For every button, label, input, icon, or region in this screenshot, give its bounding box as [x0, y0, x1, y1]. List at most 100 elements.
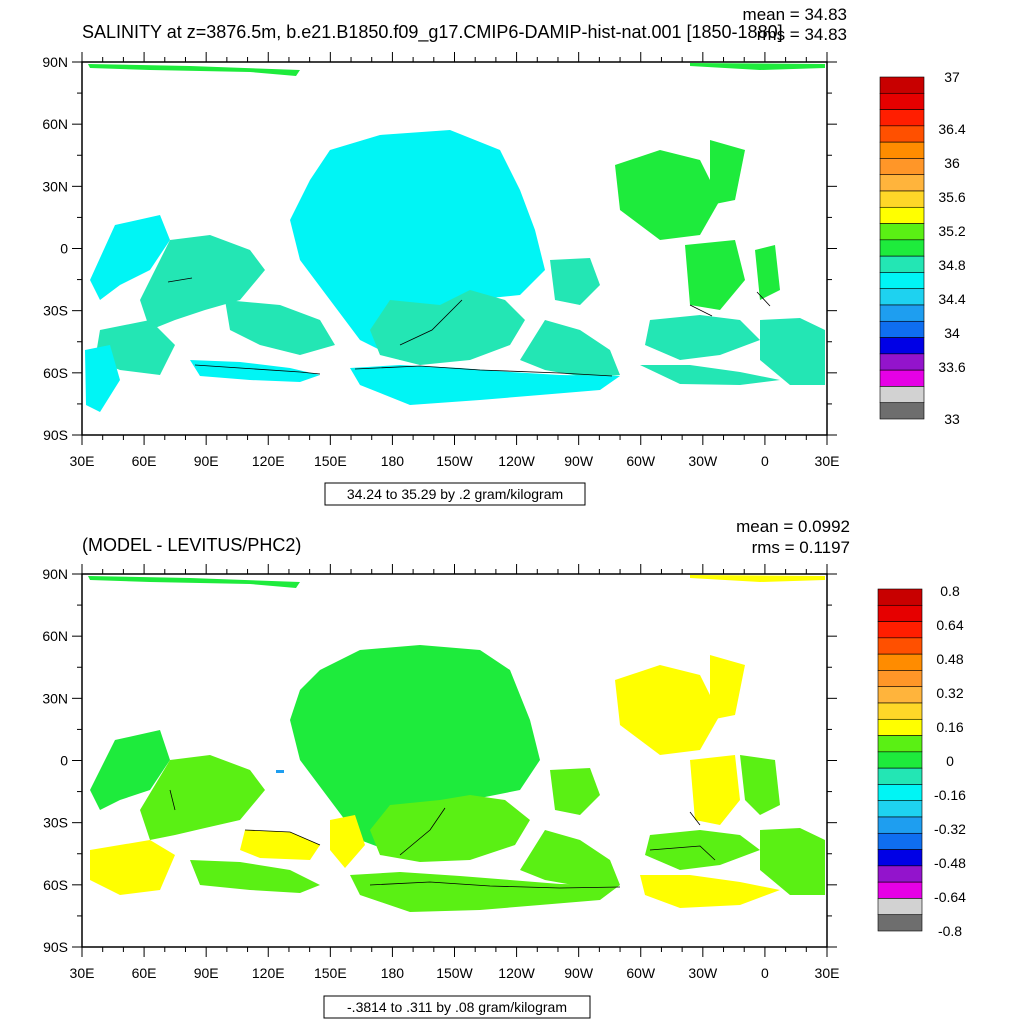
bottom-title: (MODEL - LEVITUS/PHC2) [82, 535, 301, 555]
bottom-colorbar-labels: 0.8 0.64 0.48 0.32 0.16 0 -0.16 -0.32 -0.48 -0.64… [934, 583, 966, 939]
colorbar-segment [877, 767, 923, 785]
top-colorbar-labels: 37 36.4 36 35.6 35.2 34.8 34.4 34 33.6 33 [938, 69, 965, 427]
lon-label: 60E [132, 453, 157, 469]
bottom-colorbar [877, 588, 923, 932]
colorbar-segment [879, 158, 925, 176]
colorbar-segment [879, 386, 925, 404]
lon-label: 120E [252, 965, 285, 981]
ocean-field-patch [350, 365, 620, 405]
colorbar-label: 37 [944, 69, 960, 85]
lon-label: 150E [314, 965, 347, 981]
lon-label: 90E [194, 453, 219, 469]
colorbar-segment [879, 174, 925, 192]
lon-label: 30E [815, 965, 840, 981]
lat-label: 30S [43, 815, 68, 831]
lon-label: 120E [252, 453, 285, 469]
lat-label: 0 [60, 753, 68, 769]
top-panel: SALINITY at z=3876.5m, b.e21.B1850.f09_g… [42, 5, 966, 506]
lat-label: 60N [42, 116, 68, 132]
colorbar-segment [879, 125, 925, 143]
colorbar-segment [877, 686, 923, 704]
lon-label: 120W [498, 965, 535, 981]
top-map-field [85, 63, 825, 412]
bottom-mean: mean = 0.0992 [736, 517, 850, 536]
ocean-field-patch [685, 240, 745, 310]
colorbar-segment [877, 702, 923, 720]
colorbar-segment [877, 881, 923, 899]
colorbar-segment [877, 670, 923, 688]
ocean-field-patch [350, 872, 620, 912]
ocean-field-patch [760, 318, 825, 385]
top-contours [167, 277, 771, 377]
colorbar-segment [877, 914, 923, 932]
colorbar-segment [879, 141, 925, 159]
colorbar-label: -0.48 [934, 855, 966, 871]
colorbar-segment [879, 109, 925, 127]
lon-label: 60W [626, 453, 656, 469]
colorbar-label: 33 [944, 411, 960, 427]
lon-label: 150W [436, 453, 473, 469]
ocean-field-patch [90, 730, 170, 810]
ocean-field-patch [95, 320, 175, 375]
ocean-field-patch [88, 576, 300, 588]
ocean-field-patch [225, 300, 335, 355]
colorbar-label: 0.8 [940, 583, 960, 599]
top-colorbar [879, 76, 925, 420]
lat-label: 0 [60, 241, 68, 257]
lon-label: 180 [381, 965, 405, 981]
colorbar-label: 0.16 [936, 719, 963, 735]
lat-label: 90N [42, 566, 68, 582]
ocean-field-patch [88, 64, 300, 76]
colorbar-segment [877, 588, 923, 606]
ocean-field-patch [645, 830, 760, 870]
lon-label: 180 [381, 453, 405, 469]
bottom-lat-labels: 90N 60N 30N 0 30S 60S 90S [42, 566, 68, 955]
ocean-field-patch [520, 320, 620, 378]
ocean-field-patch [190, 360, 320, 382]
colorbar-segment [879, 304, 925, 322]
lon-label: 150W [436, 965, 473, 981]
lon-label: 90W [564, 965, 594, 981]
ocean-field-patch [85, 345, 120, 412]
lon-label: 0 [761, 965, 769, 981]
top-rms: rms = 34.83 [757, 25, 847, 44]
lat-label: 60S [43, 877, 68, 893]
colorbar-label: 35.2 [938, 223, 965, 239]
colorbar-label: 34.8 [938, 257, 965, 273]
bottom-footer-box [323, 995, 591, 1019]
ocean-field-patch [710, 655, 745, 720]
bottom-lon-labels: 30E 60E 90E 120E 150E 180 150W 120W 90W 60W 30W 0 30… [70, 965, 840, 981]
ocean-field-patch [640, 365, 780, 385]
top-footer: 34.24 to 35.29 by .2 gram/kilogram [347, 486, 563, 502]
top-lon-labels: 30E 60E 90E 120E 150E 180 150W 120W 90W 60W 30W 0 30… [70, 453, 840, 469]
bottom-footer: -.3814 to .311 by .08 gram/kilogram [347, 999, 567, 1015]
ocean-field-patch [276, 770, 284, 773]
lon-label: 60E [132, 965, 157, 981]
ocean-field-patch [615, 150, 720, 240]
colorbar-segment [879, 353, 925, 371]
lat-label: 30S [43, 303, 68, 319]
ocean-field-patch [240, 830, 320, 860]
lat-label: 30N [42, 690, 68, 706]
lon-label: 30E [815, 453, 840, 469]
colorbar-segment [879, 288, 925, 306]
colorbar-label: 0 [946, 753, 954, 769]
colorbar-label: 36 [944, 155, 960, 171]
colorbar-segment [877, 637, 923, 655]
colorbar-label: 34 [944, 325, 960, 341]
lat-label: 60S [43, 365, 68, 381]
lat-label: 90S [43, 427, 68, 443]
ocean-field-patch [370, 290, 525, 365]
colorbar-segment [879, 190, 925, 208]
colorbar-label: -0.16 [934, 787, 966, 803]
colorbar-label: 0.64 [936, 617, 963, 633]
lat-label: 30N [42, 178, 68, 194]
colorbar-segment [877, 621, 923, 639]
bottom-rms: rms = 0.1197 [752, 538, 850, 557]
ocean-field-patch [90, 840, 175, 895]
lat-label: 90N [42, 54, 68, 70]
colorbar-segment [877, 800, 923, 818]
bottom-panel: (MODEL - LEVITUS/PHC2) mean = 0.0992 rms… [42, 517, 966, 1019]
ocean-field-patch [140, 235, 265, 330]
colorbar-segment [879, 272, 925, 290]
